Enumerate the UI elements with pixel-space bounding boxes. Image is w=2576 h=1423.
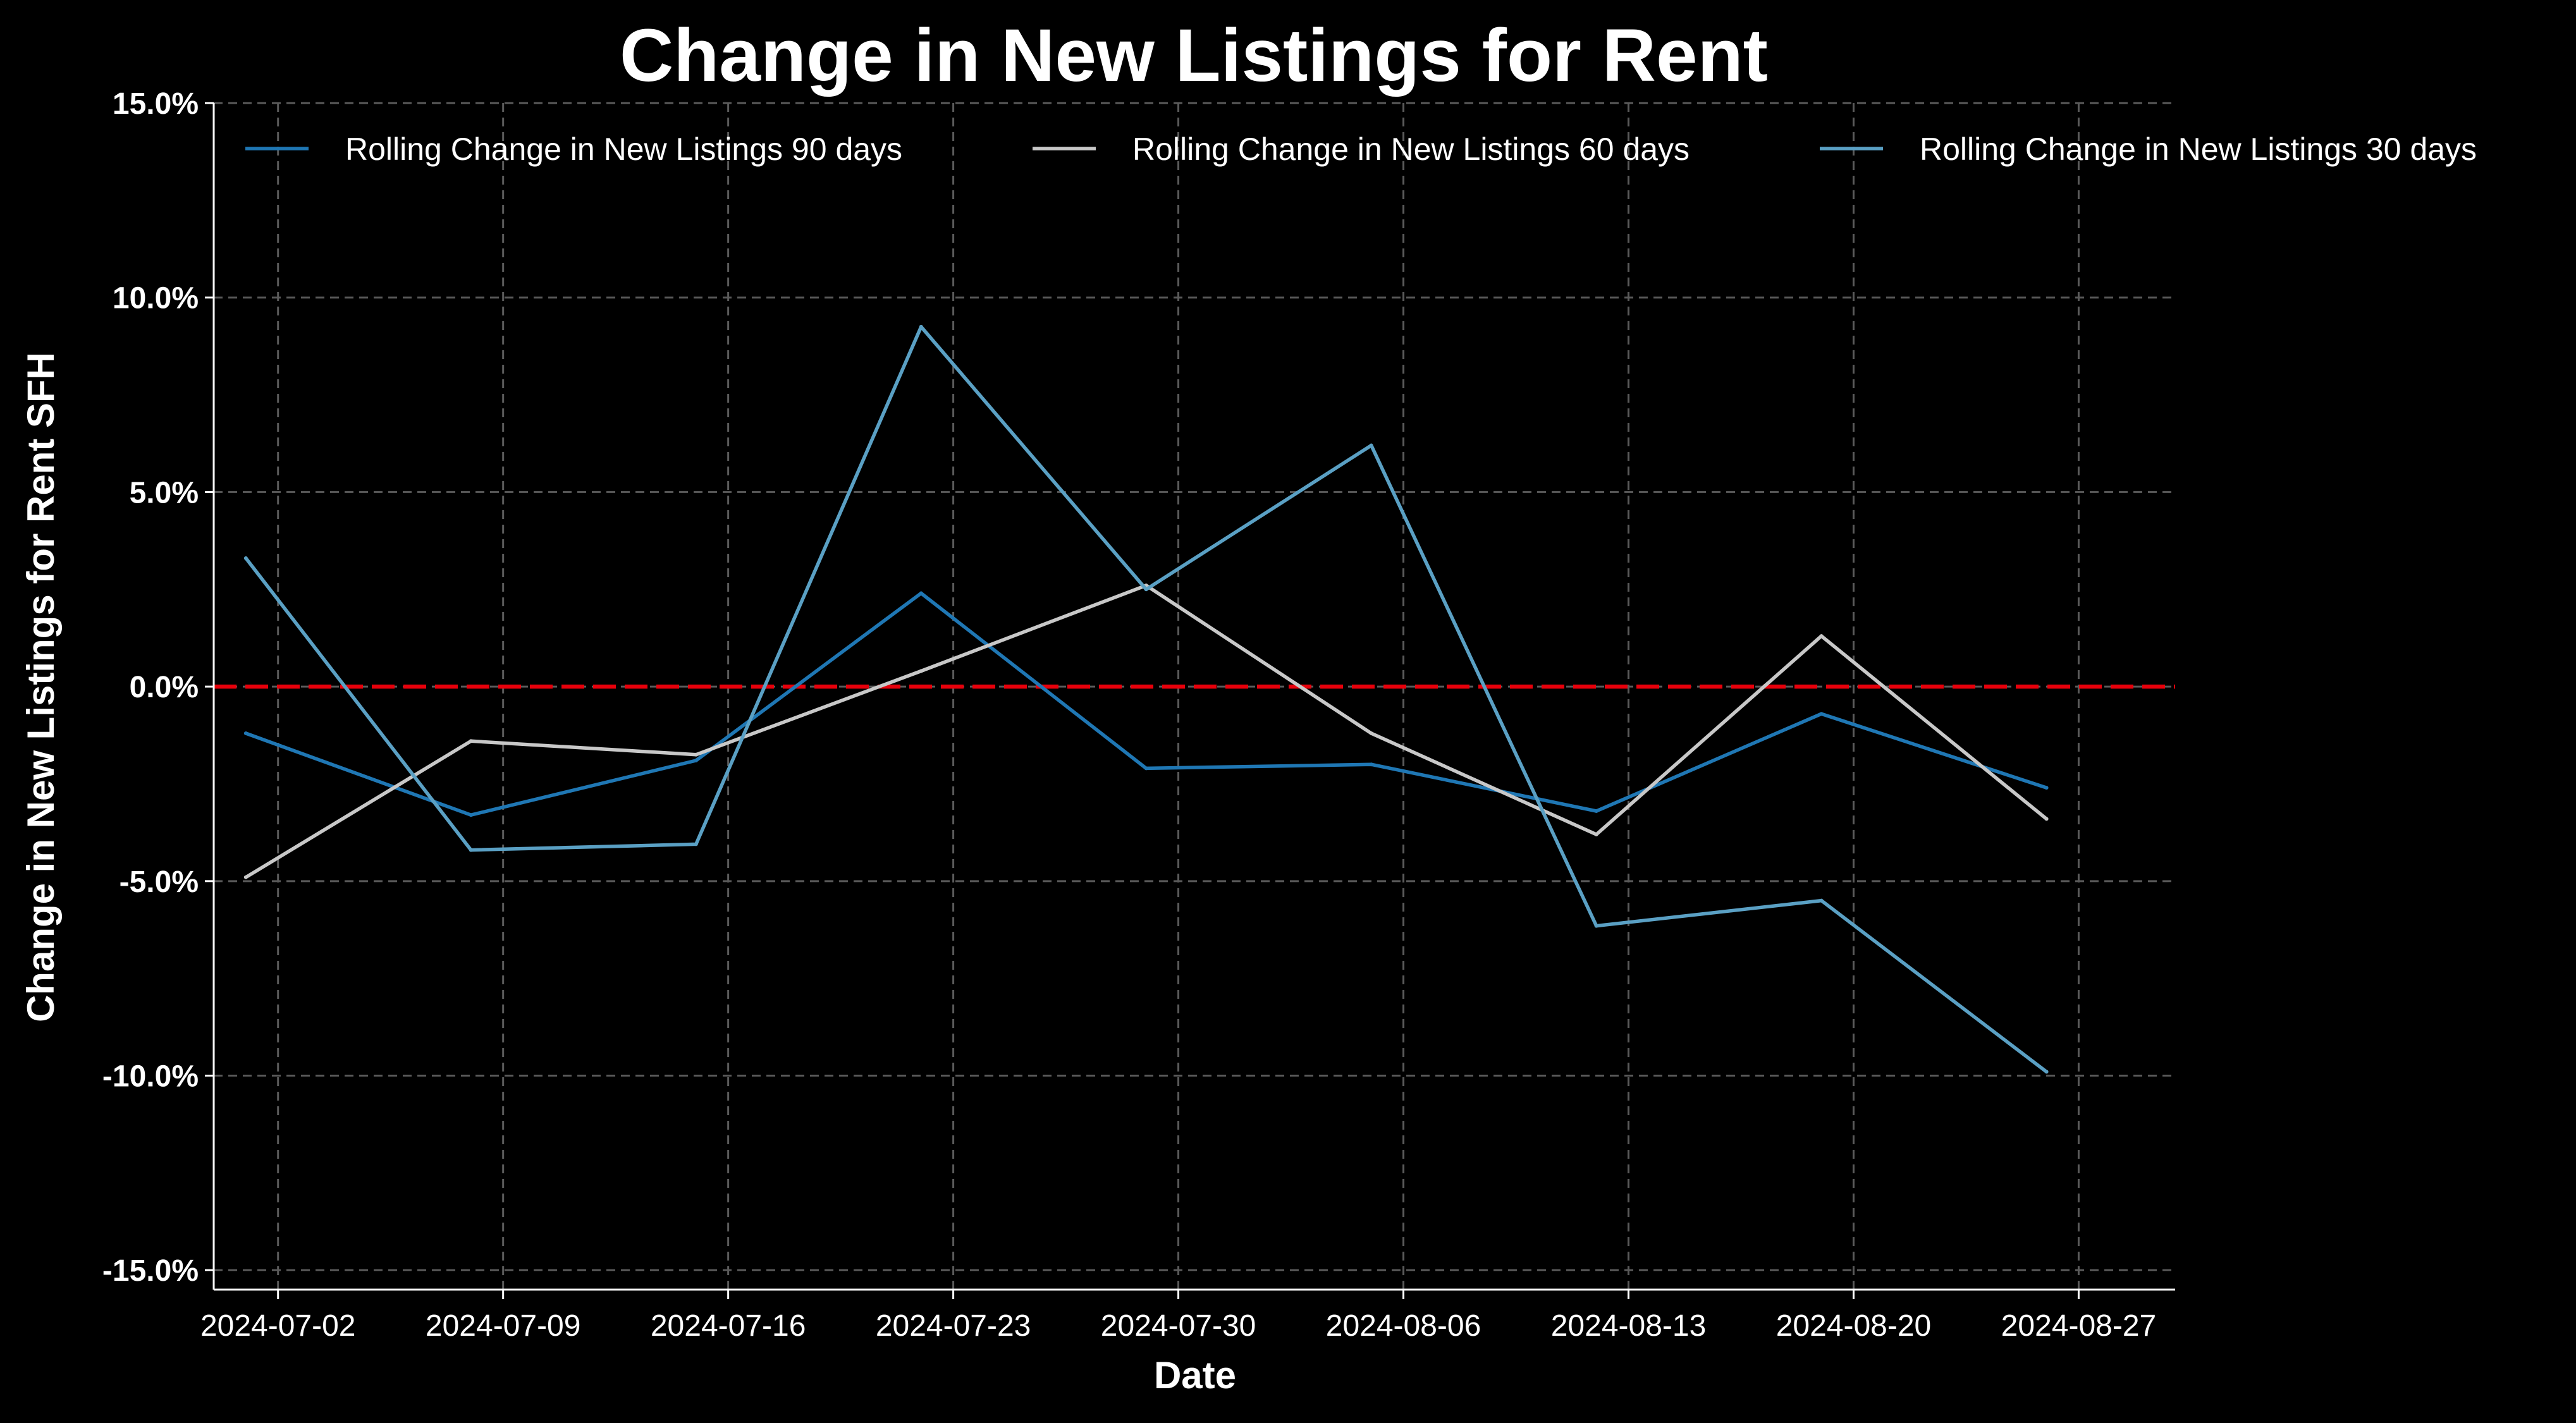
data-point xyxy=(243,556,248,561)
data-point xyxy=(1369,443,1373,448)
grid xyxy=(214,102,2175,1290)
data-point xyxy=(1144,587,1148,592)
data-point xyxy=(1594,832,1598,836)
data-point xyxy=(469,848,473,852)
data-point xyxy=(919,669,923,673)
x-tick-label: 2024-07-23 xyxy=(876,1309,1031,1343)
y-tick-label: -10.0% xyxy=(102,1060,199,1094)
data-point xyxy=(243,875,248,879)
chart-title: Change in New Listings for Rent xyxy=(620,14,1768,97)
y-tick-label: -5.0% xyxy=(120,865,199,899)
data-point xyxy=(1594,809,1598,814)
legend: Rolling Change in New Listings 90 days Ro… xyxy=(245,131,2477,167)
y-tick-label: 0.0% xyxy=(130,671,199,704)
x-tick-label: 2024-08-06 xyxy=(1326,1309,1481,1343)
data-point xyxy=(1369,762,1373,767)
data-point xyxy=(2044,1070,2049,1074)
data-point xyxy=(919,591,923,595)
data-point xyxy=(694,842,698,846)
axes: 15.0%10.0%5.0%0.0%-5.0%-10.0%-15.0%2024-… xyxy=(102,87,2175,1343)
y-tick-label: -15.0% xyxy=(102,1254,199,1288)
data-point xyxy=(694,759,698,763)
data-point xyxy=(694,752,698,757)
data-point xyxy=(1369,731,1373,735)
x-tick-label: 2024-07-09 xyxy=(426,1309,581,1343)
data-point xyxy=(2044,817,2049,821)
series-group xyxy=(243,324,2049,1074)
y-tick-label: 15.0% xyxy=(113,87,199,121)
data-point xyxy=(1819,634,1824,638)
data-point xyxy=(1144,766,1148,771)
legend-label: Rolling Change in New Listings 90 days xyxy=(345,131,902,167)
data-point xyxy=(469,813,473,817)
data-point xyxy=(1819,712,1824,716)
x-tick-label: 2024-07-16 xyxy=(651,1309,806,1343)
x-tick-label: 2024-08-20 xyxy=(1776,1309,1932,1343)
data-point xyxy=(2044,786,2049,790)
y-tick-label: 5.0% xyxy=(130,476,199,510)
x-tick-label: 2024-08-27 xyxy=(2001,1309,2157,1343)
x-tick-label: 2024-07-02 xyxy=(200,1309,356,1343)
y-axis-label: Change in New Listings for Rent SFH xyxy=(20,352,62,1022)
legend-label: Rolling Change in New Listings 60 days xyxy=(1132,131,1690,167)
x-tick-label: 2024-07-30 xyxy=(1101,1309,1256,1343)
y-tick-label: 10.0% xyxy=(113,282,199,315)
data-point xyxy=(919,324,923,329)
legend-label: Rolling Change in New Listings 30 days xyxy=(1920,131,2477,167)
data-point xyxy=(469,739,473,743)
data-point xyxy=(243,731,248,735)
x-axis-label: Date xyxy=(1154,1354,1236,1396)
data-point xyxy=(1594,924,1598,928)
x-tick-label: 2024-08-13 xyxy=(1551,1309,1707,1343)
data-point xyxy=(1819,898,1824,903)
